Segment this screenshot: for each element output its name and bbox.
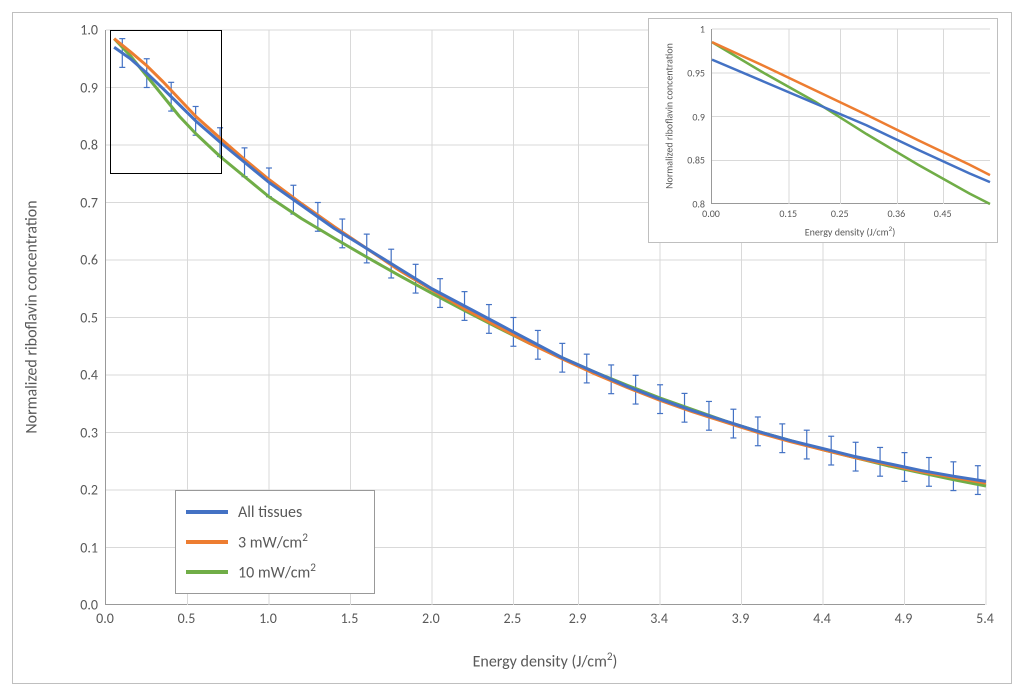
y-tick-label: 1.0 bbox=[58, 22, 98, 39]
legend-swatch bbox=[186, 510, 228, 514]
inset-x-axis-title: Energy density (J/cm2) bbox=[805, 224, 896, 238]
y-axis-title: Normalized riboflavin concentration bbox=[23, 200, 42, 433]
inset-plot-svg bbox=[712, 29, 990, 204]
y-tick-label: 0.5 bbox=[58, 309, 98, 326]
inset-x-tick-label: 0.45 bbox=[923, 207, 963, 220]
inset-x-tick-labels: 0.000.150.250.360.45 bbox=[711, 207, 989, 221]
legend-label: 3 mW/cm2 bbox=[238, 531, 308, 552]
inset-x-tick-label: 0.25 bbox=[820, 207, 860, 220]
inset-x-tick-label: 0.00 bbox=[691, 207, 731, 220]
y-tick-labels: 0.00.10.20.30.40.50.60.70.80.91.0 bbox=[60, 30, 98, 605]
y-tick-label: 0.7 bbox=[58, 194, 98, 211]
x-tick-label: 2.0 bbox=[411, 610, 451, 627]
y-tick-label: 0.6 bbox=[58, 252, 98, 269]
y-tick-label: 0.4 bbox=[58, 367, 98, 384]
x-tick-label: 1.0 bbox=[248, 610, 288, 627]
inset-plot-area bbox=[711, 29, 989, 204]
legend-item: All tissues bbox=[186, 497, 364, 527]
legend-swatch bbox=[186, 570, 228, 574]
legend-swatch bbox=[186, 540, 228, 544]
inset-y-tick-label: 1 bbox=[665, 23, 705, 36]
legend: All tissues 3 mW/cm2 10 mW/cm2 bbox=[175, 490, 375, 594]
x-axis-title: Energy density (J/cm2) bbox=[473, 650, 618, 671]
inset-y-axis-title: Normalized riboflavin concentration bbox=[663, 43, 676, 189]
x-tick-label: 4.4 bbox=[802, 610, 842, 627]
x-tick-label: 3.4 bbox=[639, 610, 679, 627]
y-tick-label: 0.1 bbox=[58, 539, 98, 556]
x-tick-labels: 0.00.51.01.52.02.52.93.43.94.44.95.4 bbox=[105, 610, 985, 630]
y-tick-label: 0.8 bbox=[58, 137, 98, 154]
y-tick-label: 0.3 bbox=[58, 424, 98, 441]
inset-chart: 0.80.850.90.951 0.00 0.15 0.25 0.36 0.45 Nor… bbox=[648, 18, 998, 243]
x-tick-label: 2.5 bbox=[492, 610, 532, 627]
x-tick-label: 5.4 bbox=[965, 610, 1005, 627]
inset-x-tick-label: 0.15 bbox=[768, 207, 808, 220]
x-tick-label: 0.5 bbox=[166, 610, 206, 627]
x-tick-label: 1.5 bbox=[329, 610, 369, 627]
y-tick-label: 0.2 bbox=[58, 482, 98, 499]
legend-label: 10 mW/cm2 bbox=[238, 561, 316, 582]
inset-y-tick-labels: 0.80.850.90.951 bbox=[675, 29, 705, 204]
x-tick-label: 4.9 bbox=[884, 610, 924, 627]
y-tick-label: 0.9 bbox=[58, 79, 98, 96]
chart-container: 0.00.10.20.30.40.50.60.70.80.91.0 0.00.5… bbox=[0, 0, 1024, 696]
x-tick-label: 3.9 bbox=[721, 610, 761, 627]
legend-label: All tissues bbox=[238, 503, 302, 522]
legend-item: 3 mW/cm2 bbox=[186, 527, 364, 557]
x-tick-label: 0.0 bbox=[85, 610, 125, 627]
inset-x-tick-label: 0.36 bbox=[876, 207, 916, 220]
legend-item: 10 mW/cm2 bbox=[186, 557, 364, 587]
x-tick-label: 2.9 bbox=[558, 610, 598, 627]
